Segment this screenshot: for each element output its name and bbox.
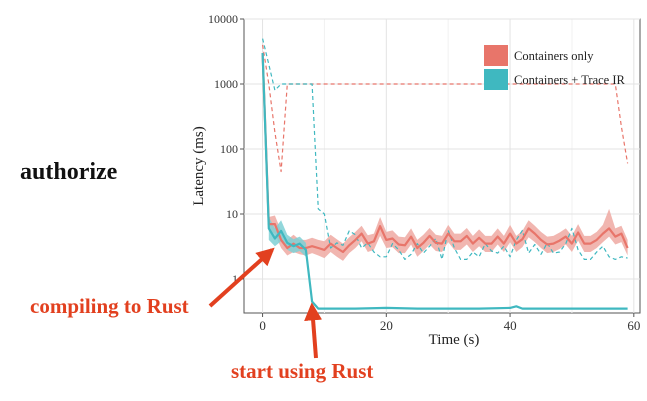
y-tick-label: 1000 xyxy=(214,77,238,91)
x-tick-label: 40 xyxy=(504,318,517,333)
x-tick-label: 60 xyxy=(627,318,640,333)
y-tick-label: 100 xyxy=(220,142,238,156)
legend-swatch xyxy=(484,45,508,66)
axes: 0 20 40 60 1 10 100 1000 10000 Time (s) Latency (m… xyxy=(191,12,640,348)
legend: Containers only Containers + Trace IR xyxy=(484,45,626,90)
x-tick-label: 20 xyxy=(380,318,393,333)
dashed-trace-ir xyxy=(262,38,628,260)
compile-arrow xyxy=(208,247,275,308)
plot-frame xyxy=(243,18,641,314)
annotation-arrows xyxy=(208,247,323,359)
dashed-containers-only xyxy=(262,44,629,173)
y-tick-label: 10 xyxy=(226,207,238,221)
plot-area xyxy=(243,18,641,314)
annotation-start-rust-label: start using Rust xyxy=(231,359,374,383)
legend-label: Containers + Trace IR xyxy=(514,73,626,87)
y-tick-label: 1 xyxy=(232,272,238,286)
x-tick-label: 0 xyxy=(259,318,266,333)
side-title: authorize xyxy=(20,159,118,185)
y-axis-label: Latency (ms) xyxy=(191,126,207,206)
x-axis-label: Time (s) xyxy=(429,332,480,348)
series-lines xyxy=(261,38,629,310)
line-containers-only xyxy=(261,52,629,254)
y-tick-label: 10000 xyxy=(208,12,238,26)
line-trace-ir xyxy=(261,52,628,310)
start-rust-arrow xyxy=(304,302,323,359)
annotation-compiling-label: compiling to Rust xyxy=(30,294,189,318)
legend-swatch xyxy=(484,69,508,90)
legend-label: Containers only xyxy=(514,49,594,63)
